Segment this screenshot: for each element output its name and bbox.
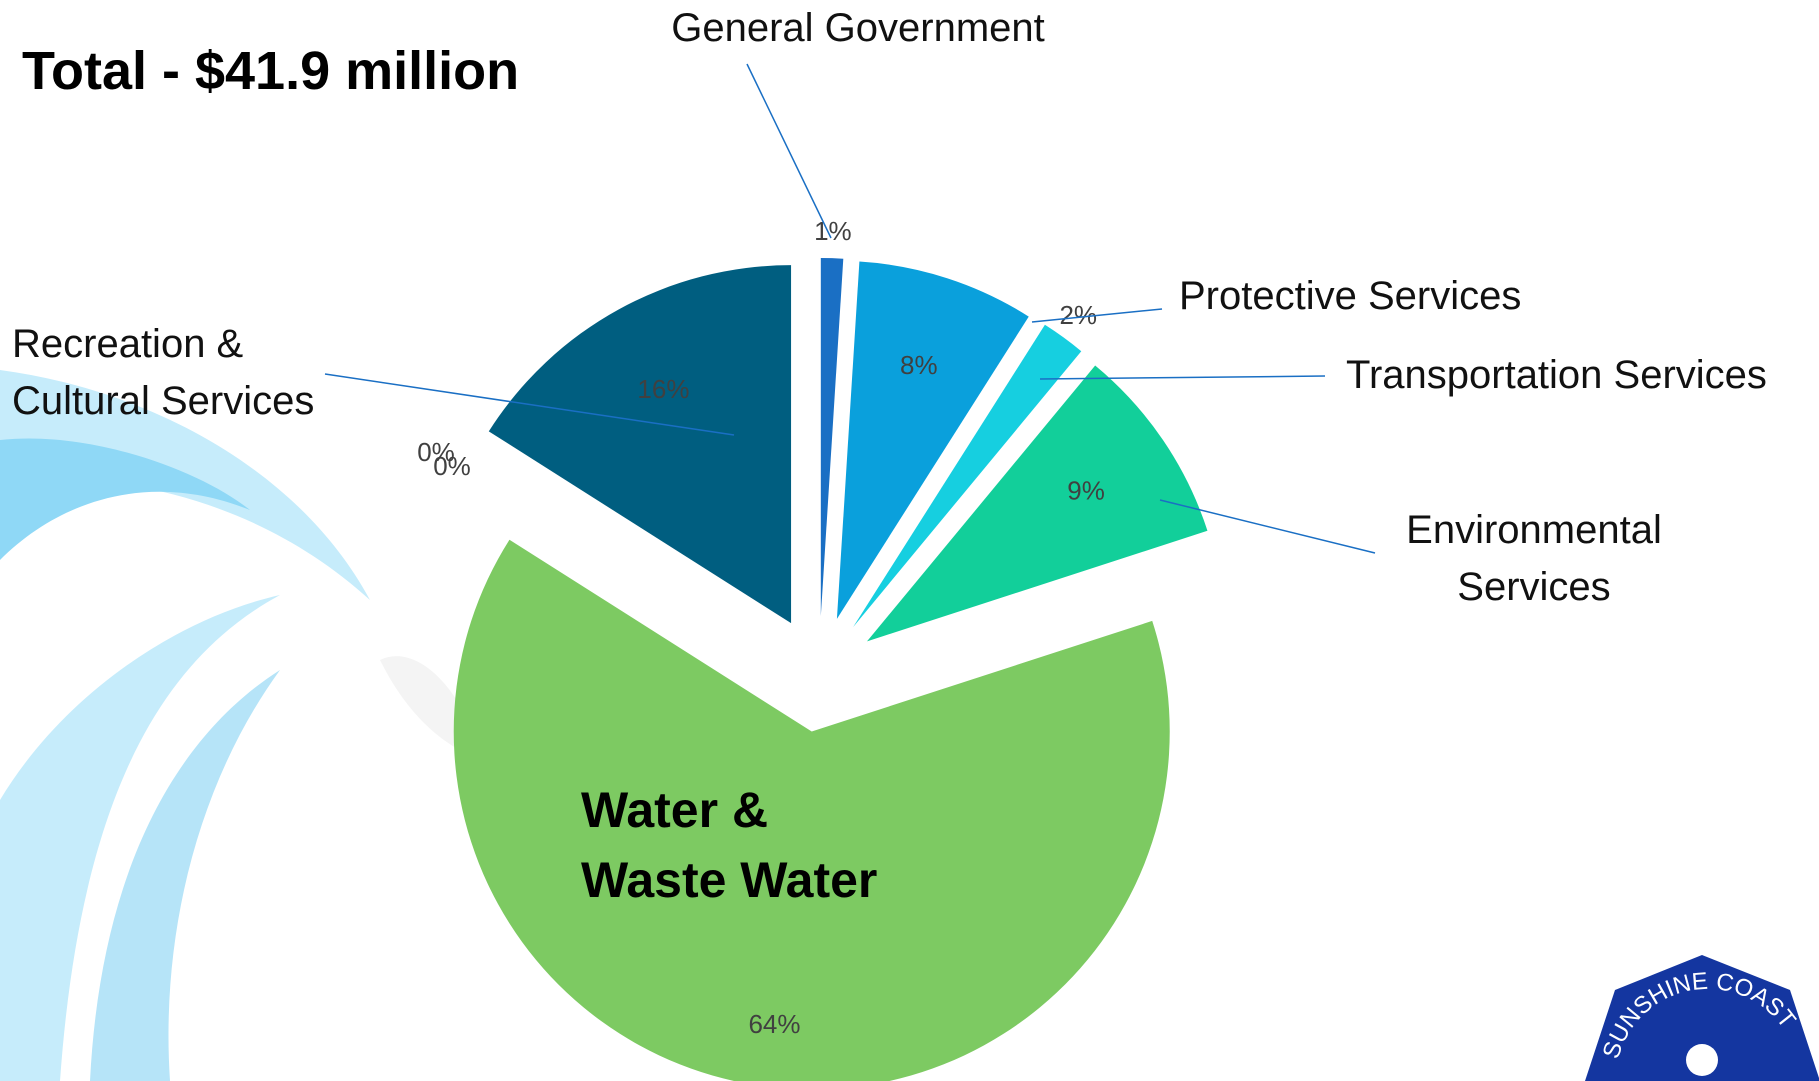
leader-line bbox=[1039, 375, 1326, 380]
value-label: 2% bbox=[1059, 300, 1097, 330]
category-label: Environmental Services bbox=[1406, 508, 1662, 609]
slice bbox=[866, 365, 1208, 642]
chart-title: Total - $41.9 million bbox=[22, 41, 520, 101]
value-label: 0% bbox=[433, 451, 471, 481]
value-label: 16% bbox=[637, 374, 689, 404]
category-label: Water & Waste Water bbox=[581, 782, 878, 908]
leader-line bbox=[746, 63, 832, 239]
value-label: 9% bbox=[1067, 475, 1105, 505]
category-label: Protective Services bbox=[1179, 274, 1522, 318]
leader-line bbox=[1159, 499, 1376, 554]
slice bbox=[853, 324, 1082, 628]
slice bbox=[836, 261, 1029, 619]
leader-line bbox=[324, 373, 735, 436]
slice bbox=[820, 258, 844, 617]
slice bbox=[488, 265, 792, 624]
category-label: General Government bbox=[671, 6, 1045, 50]
category-label: Transportation Services bbox=[1346, 353, 1767, 397]
value-label: 8% bbox=[900, 350, 938, 380]
value-label: 64% bbox=[748, 1009, 800, 1039]
leader-line bbox=[1031, 308, 1163, 323]
background-waves bbox=[0, 370, 480, 1081]
slice bbox=[453, 539, 1170, 1081]
slice bbox=[467, 451, 771, 643]
category-label: Recreation & Cultural Services bbox=[12, 322, 315, 423]
value-label: 0% bbox=[417, 437, 455, 467]
logo: SUNSHINE COAST bbox=[1585, 955, 1819, 1081]
pie: 1% 8% 2% 9% 64% 0%0% 16% bbox=[417, 216, 1208, 1081]
leader-lines bbox=[324, 63, 1376, 554]
value-label: 1% bbox=[814, 216, 852, 246]
